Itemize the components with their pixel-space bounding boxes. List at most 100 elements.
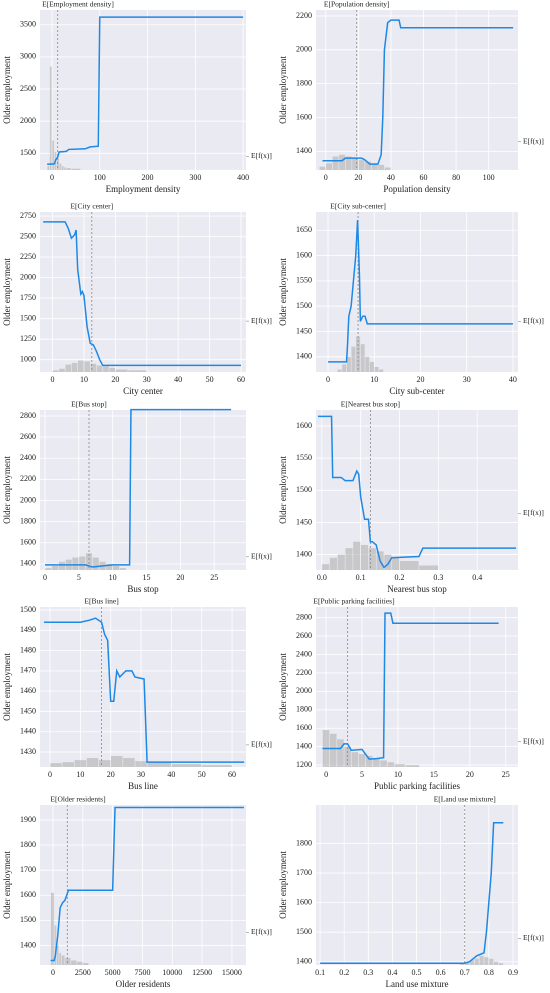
histogram-bar — [337, 369, 342, 372]
y-tick-label: 2200 — [296, 668, 312, 677]
histogram-bar — [345, 548, 353, 570]
x-tick-label: 25 — [502, 770, 510, 779]
plot-area — [40, 212, 246, 372]
x-tick-label: 0 — [326, 375, 330, 384]
y-tick-label: 1490 — [20, 625, 36, 634]
histogram-bar — [147, 762, 172, 767]
y-tick-label: 2500 — [20, 84, 36, 93]
panel: 0 5 10 15 20 25 1200 1400 1600 1800 2000 2200 2400 26… — [278, 597, 544, 791]
histogram-bar — [96, 365, 103, 372]
histogram-bar — [373, 758, 380, 767]
dependence-line — [47, 16, 244, 165]
x-tick-label: 0 — [43, 573, 47, 582]
histogram-bar — [59, 368, 65, 372]
histogram-bar — [79, 556, 86, 570]
y-tick-label: 2000 — [296, 686, 312, 695]
x-tick-label: 5000 — [105, 968, 121, 977]
expected-value-label: E[f(x)] — [251, 552, 272, 561]
expected-value-label: E[f(x)] — [251, 927, 272, 936]
x-tick-label: 10000 — [162, 968, 182, 977]
x-tick-label: 40 — [387, 173, 395, 182]
x-tick-label: 10 — [80, 375, 88, 384]
x-tick-label: 60 — [237, 375, 245, 384]
histogram-bar — [374, 366, 379, 372]
x-tick-label: 15 — [430, 770, 438, 779]
x-tick-label: 60 — [228, 770, 236, 779]
x-tick-label: 20 — [416, 375, 424, 384]
y-axis-label: Older employment — [2, 851, 12, 919]
x-tick-label: 0.2 — [395, 573, 405, 582]
panel-title: E[Land use mixture] — [434, 795, 496, 804]
histogram-bar — [379, 369, 384, 372]
y-tick-label: 1800 — [296, 705, 312, 714]
histogram-bar — [62, 762, 74, 767]
panel: 0 20 40 60 80 100 1400 1600 1800 2000 2200 E[Popula… — [278, 0, 544, 194]
dependence-line — [320, 821, 504, 964]
dependence-line — [50, 806, 244, 962]
histogram-bar — [384, 167, 391, 170]
plot-area — [40, 607, 246, 767]
y-tick-label: 1600 — [20, 538, 36, 547]
dependence-line — [317, 415, 517, 569]
histogram-bar — [202, 765, 232, 767]
histogram-bar — [71, 960, 77, 965]
y-tick-label: 1400 — [296, 146, 312, 155]
panel: 0 10 20 30 40 1400 1450 1500 1550 1600 1650 E[City … — [278, 202, 544, 396]
panel-title: E[City sub-center] — [330, 202, 386, 211]
histogram-bar — [110, 756, 123, 767]
y-tick-label: 1700 — [20, 865, 36, 874]
y-tick-label: 1600 — [296, 421, 312, 430]
y-tick-label: 1470 — [20, 666, 36, 675]
y-tick-label: 2800 — [296, 613, 312, 622]
panel-title: E[Older residents] — [50, 795, 105, 804]
y-axis-label: Older employment — [2, 258, 12, 326]
plot-area — [316, 212, 518, 372]
x-axis-label: Population density — [383, 184, 451, 194]
x-tick-label: 50 — [198, 770, 206, 779]
histogram-bar — [489, 958, 494, 965]
x-tick-label: 30 — [137, 770, 145, 779]
histogram-bar — [74, 760, 87, 767]
y-tick-label: 1600 — [296, 723, 312, 732]
plot-area — [40, 410, 246, 570]
histogram-bar — [465, 961, 470, 965]
y-tick-label: 1480 — [20, 645, 36, 654]
y-axis-label: Older employment — [278, 456, 288, 524]
y-tick-label: 2600 — [296, 631, 312, 640]
histogram-bar — [47, 166, 50, 170]
y-tick-label: 2400 — [296, 649, 312, 658]
histogram-bar — [356, 336, 361, 372]
panel-title: E[Bus line] — [84, 597, 118, 606]
x-tick-label: 15000 — [222, 968, 242, 977]
histogram-bar — [56, 945, 59, 965]
histogram-bar — [358, 159, 365, 170]
x-tick-label: 0 — [48, 770, 52, 779]
y-tick-label: 2800 — [20, 411, 36, 420]
x-tick-label: 0 — [50, 173, 54, 182]
histogram-bar — [352, 158, 359, 170]
x-tick-label: 0 — [324, 173, 328, 182]
histogram-bar — [332, 156, 339, 170]
y-tick-label: 1500 — [296, 927, 312, 936]
y-axis-label: Older employment — [2, 653, 12, 721]
x-tick-label: 400 — [237, 173, 249, 182]
histogram-bar — [337, 739, 344, 767]
y-tick-label: 2600 — [20, 432, 36, 441]
histogram-bar — [123, 758, 135, 767]
histogram-bar — [52, 370, 59, 372]
y-tick-label: 1400 — [20, 940, 36, 949]
y-tick-label: 1800 — [20, 516, 36, 525]
plot-area — [40, 805, 246, 965]
y-tick-label: 3500 — [20, 20, 36, 29]
x-tick-label: 0.2 — [339, 968, 349, 977]
histogram-bar — [360, 544, 369, 570]
panel-title: E[City center] — [70, 202, 113, 211]
y-tick-label: 1800 — [296, 78, 312, 87]
histogram-bar — [360, 344, 365, 372]
panel: 0 10 20 30 40 50 60 1000 1250 1500 1750 2000 2250 250… — [2, 202, 272, 396]
y-tick-label: 2200 — [20, 474, 36, 483]
histogram-bar — [369, 361, 374, 372]
y-tick-label: 2400 — [20, 453, 36, 462]
histogram-bar — [77, 360, 84, 372]
histogram-bar — [371, 163, 378, 170]
